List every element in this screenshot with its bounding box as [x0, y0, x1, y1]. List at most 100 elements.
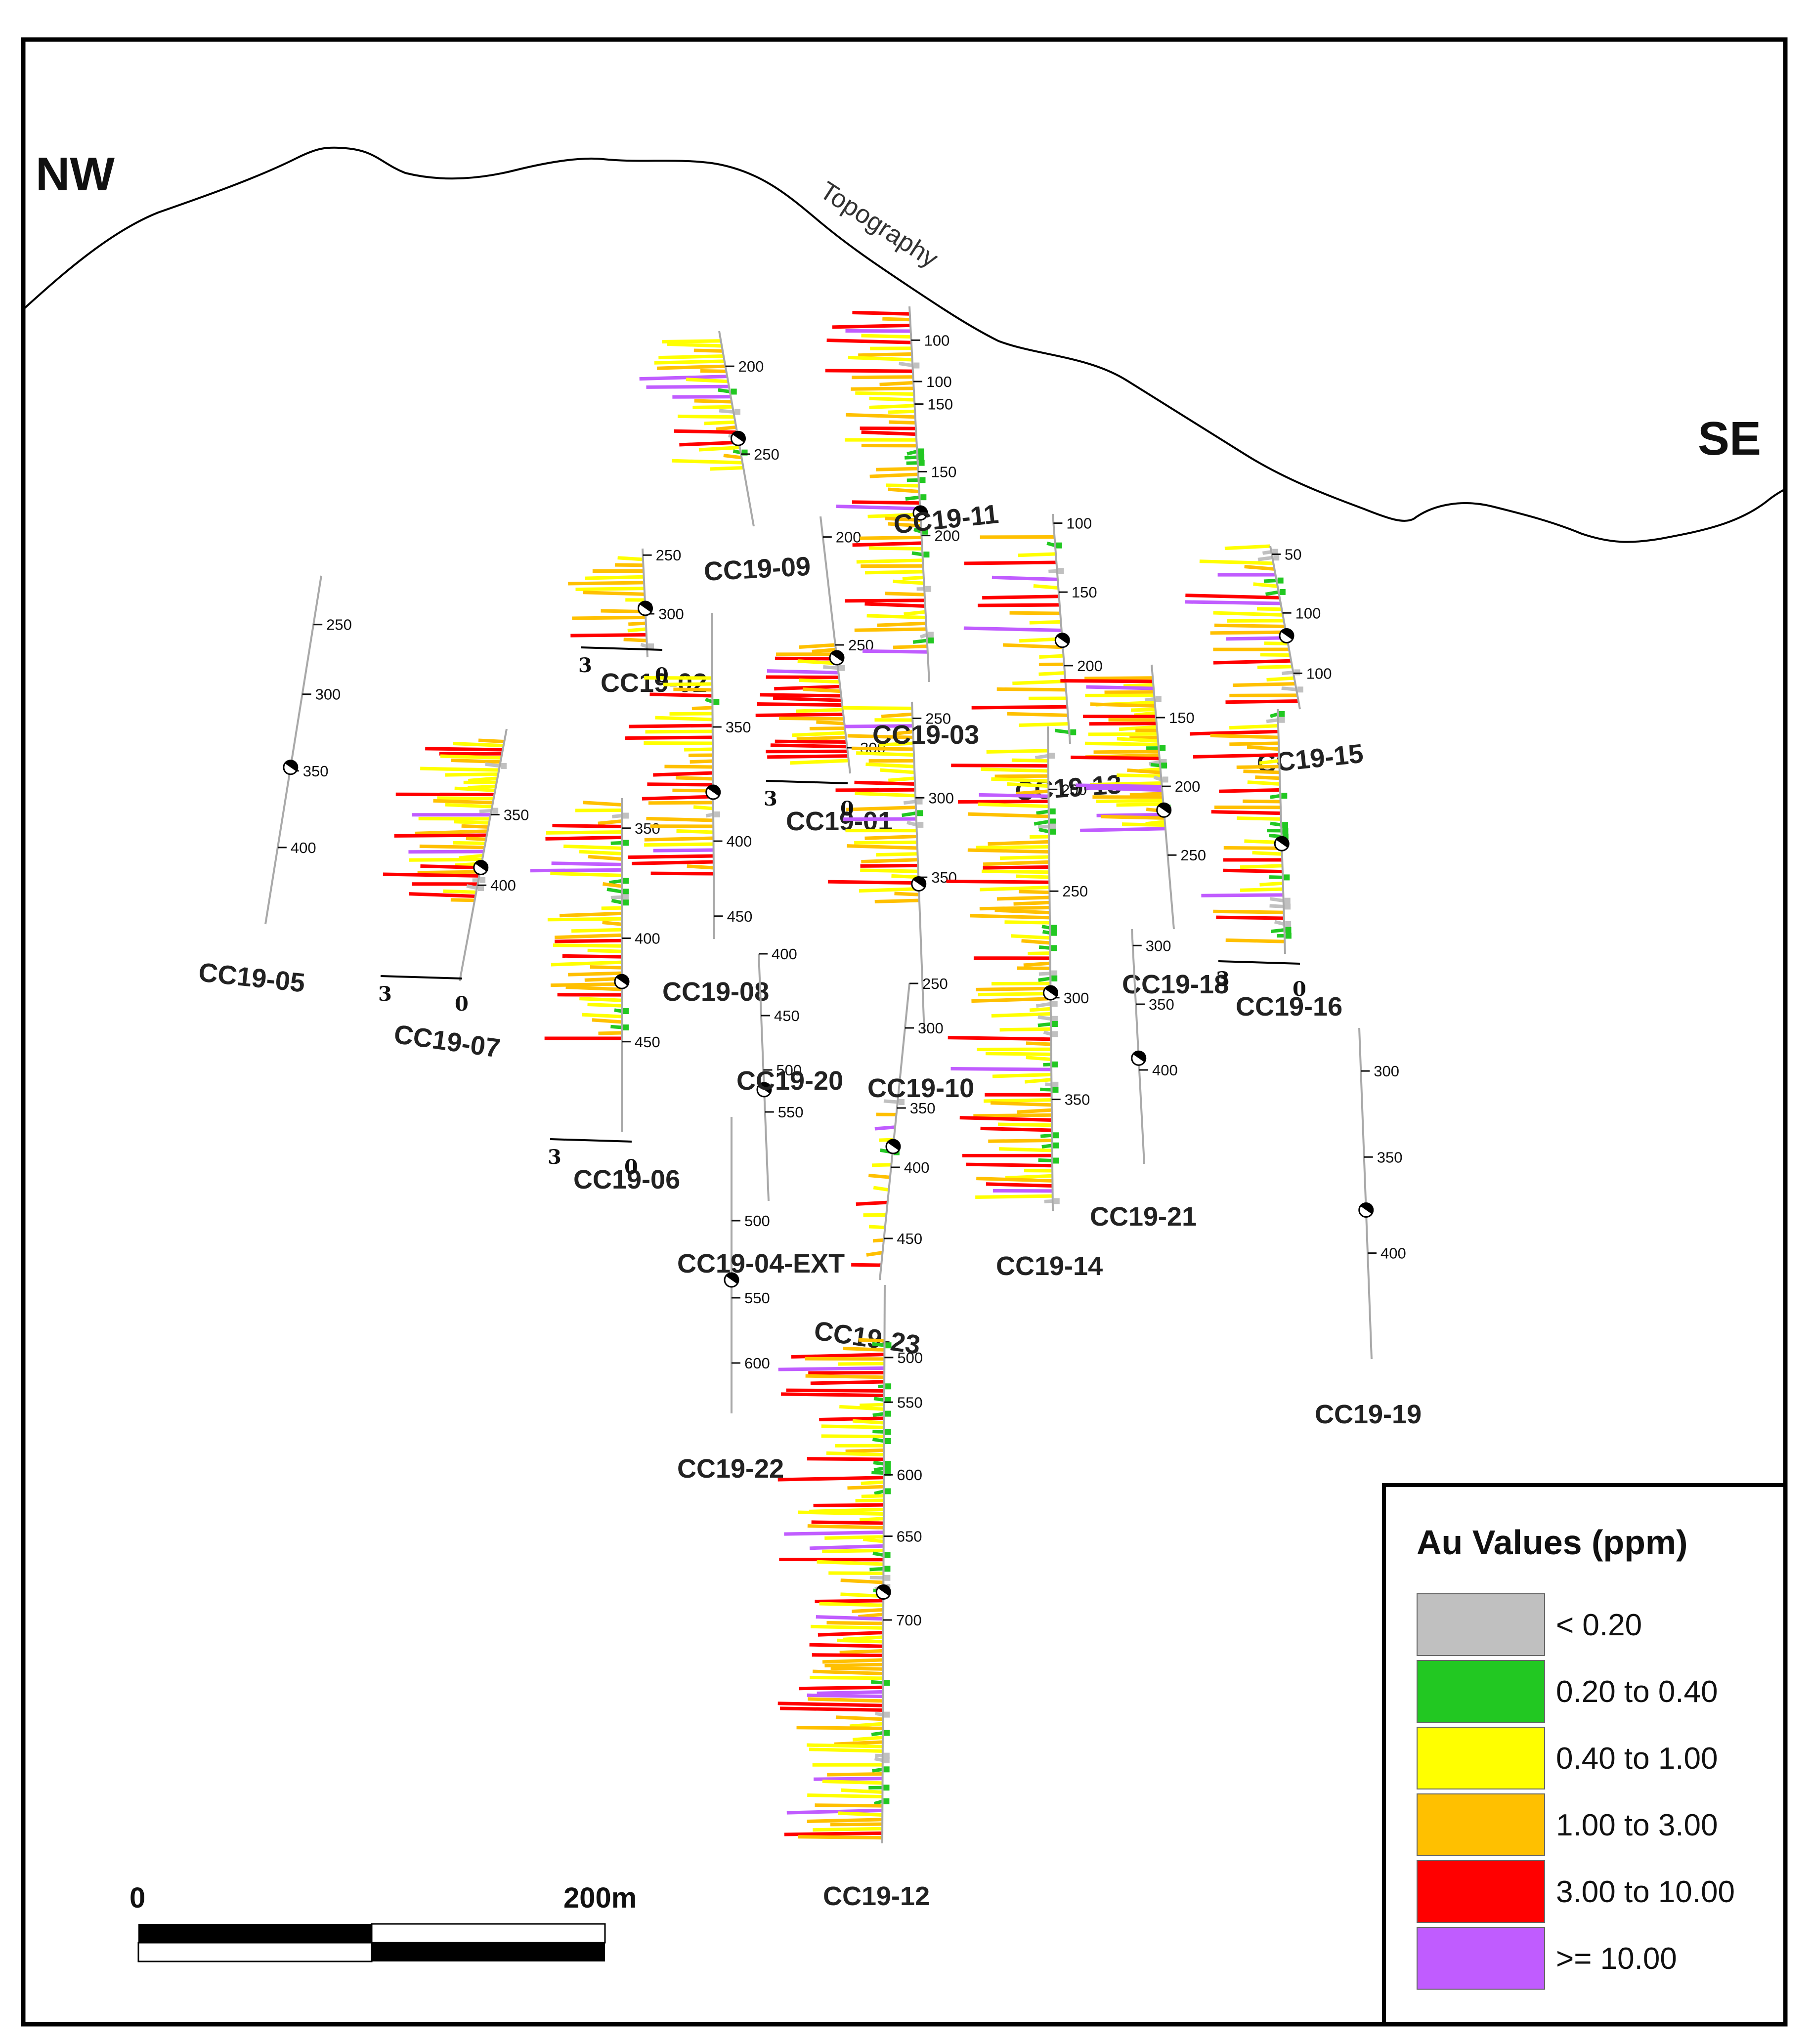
drill-hole: 350 400 CC19-07	[383, 728, 529, 1064]
assay-bar	[1255, 775, 1280, 780]
depth-label: 650	[897, 1528, 922, 1545]
assay-bar	[889, 420, 916, 425]
assay-bar	[967, 848, 1049, 854]
assay-bar	[865, 762, 915, 768]
assay-bar	[632, 860, 714, 865]
drill-hole: 350 400 450 CC19-08	[625, 612, 769, 1007]
depth-label: 450	[727, 908, 753, 925]
assay-bar	[1005, 1174, 1053, 1180]
depth-label: 100	[924, 332, 950, 349]
assay-small	[885, 1342, 892, 1349]
assay-bar	[645, 729, 713, 734]
assay-bar	[999, 855, 1049, 860]
assay-bar	[978, 802, 1049, 809]
assay-bar	[545, 835, 622, 841]
assay-bar	[1004, 920, 1050, 925]
assay-bar	[1038, 977, 1051, 982]
assay-bar	[871, 1342, 885, 1347]
assay-bar	[1002, 643, 1063, 649]
assay-bar	[1219, 788, 1281, 793]
assay-bar	[1037, 1022, 1051, 1027]
assay-bar	[1023, 961, 1051, 967]
collar-baseline	[380, 975, 463, 979]
depth-label: 600	[744, 1355, 770, 1372]
assay-bar	[553, 943, 622, 948]
depth-label: 350	[726, 719, 751, 736]
structure-symbol-fill	[733, 431, 745, 443]
legend: Au Values (ppm) < 0.20 0.20 to 0.40 0.40 t…	[1382, 1483, 1787, 2026]
drill-hole: CC19-16	[1190, 709, 1342, 1022]
assay-bar	[866, 614, 926, 620]
assay-bar	[1116, 802, 1164, 807]
assay-bar	[879, 381, 914, 386]
assay-bar	[871, 1731, 883, 1737]
drill-holes: 250300350400CC19-05350400CC19-0735040045…	[197, 306, 1422, 1911]
depth-label: 400	[727, 833, 752, 850]
assay-bar	[1096, 799, 1164, 804]
assay-bar	[860, 535, 922, 540]
assay-bar	[1281, 686, 1297, 691]
assay-bar	[1240, 887, 1284, 892]
assay-bar	[587, 948, 622, 953]
collar-mark-3: 3	[548, 1146, 561, 1169]
assay-bar	[1085, 786, 1163, 792]
assay-bar	[1237, 816, 1281, 821]
assay-bar	[1046, 541, 1056, 548]
assay-bar	[468, 776, 498, 782]
assay-bar	[1257, 665, 1293, 669]
assay-bar	[976, 1177, 1053, 1183]
assay-small	[1053, 1142, 1059, 1149]
assay-bar	[854, 840, 917, 845]
assay-bar	[1259, 881, 1283, 887]
assay-bar	[1225, 938, 1285, 943]
assay-bar	[992, 575, 1058, 581]
assay-bar	[1225, 699, 1299, 704]
assay-bar	[912, 639, 927, 644]
assay-small	[1051, 975, 1058, 981]
assay-bar	[550, 871, 622, 877]
assay-bar	[809, 1544, 884, 1550]
assay-bar	[1247, 780, 1280, 786]
legend-item-label: 0.20 to 0.40	[1556, 1675, 1718, 1709]
depth-label: 300	[1374, 1063, 1399, 1080]
assay-bar	[839, 1649, 883, 1655]
assay-bar	[876, 852, 918, 857]
assay-bar	[1243, 769, 1280, 774]
assay-bar	[980, 885, 1050, 892]
assay-bar	[1039, 654, 1064, 659]
structure-symbol-fill	[913, 877, 926, 888]
assay-bar	[611, 813, 622, 818]
depth-label: 150	[1169, 709, 1195, 726]
assay-small	[1050, 828, 1056, 835]
assay-small	[1056, 542, 1062, 549]
depth-label: 300	[918, 1020, 944, 1037]
hole-label: CC19-07	[392, 1019, 502, 1063]
assay-bar	[766, 749, 848, 754]
assay-bar	[437, 796, 494, 801]
assay-bar	[603, 882, 622, 888]
assay-small	[714, 811, 721, 817]
depth-label: 500	[744, 1212, 770, 1230]
assay-bar	[790, 759, 849, 765]
assay-bar	[705, 697, 713, 704]
hole-label: CC19-18	[1122, 970, 1229, 999]
assay-bar	[1041, 1144, 1053, 1149]
assay-bar	[1185, 600, 1281, 605]
assay-bar	[1265, 590, 1279, 596]
legend-item-label: 0.40 to 1.00	[1556, 1742, 1718, 1776]
assay-bar	[813, 1827, 883, 1832]
assay-bar	[1270, 928, 1285, 934]
assay-bar	[872, 1551, 884, 1557]
hole-label: CC19-14	[996, 1251, 1103, 1281]
assay-bar	[1035, 754, 1049, 760]
assay-small	[884, 1679, 890, 1686]
assay-bar	[546, 830, 622, 835]
hole-label: CC19-16	[1236, 992, 1342, 1022]
assay-small	[884, 1575, 891, 1581]
assay-bar	[598, 819, 622, 825]
drill-hole: 300 350 400 CC19-21	[1090, 929, 1197, 1232]
assay-bar	[816, 1615, 884, 1621]
assay-bar	[839, 1405, 885, 1411]
depth-label: 400	[1380, 1245, 1406, 1262]
